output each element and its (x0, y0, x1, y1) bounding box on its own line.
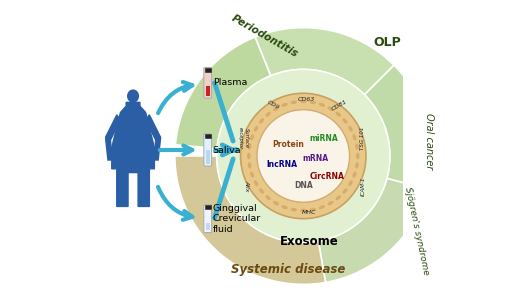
Ellipse shape (353, 172, 357, 178)
Ellipse shape (300, 100, 306, 103)
Text: CD9: CD9 (266, 100, 280, 111)
Ellipse shape (355, 143, 359, 150)
Text: Oral cancer: Oral cancer (424, 113, 434, 169)
Ellipse shape (353, 134, 357, 140)
Ellipse shape (319, 205, 325, 209)
Ellipse shape (348, 180, 353, 186)
Text: Periodontitis: Periodontitis (230, 14, 300, 60)
Text: CD81: CD81 (330, 99, 348, 112)
Ellipse shape (248, 143, 251, 150)
Circle shape (217, 69, 390, 243)
Ellipse shape (250, 134, 254, 140)
Bar (205, 134, 211, 138)
Polygon shape (146, 115, 161, 160)
Ellipse shape (309, 208, 316, 211)
Ellipse shape (300, 209, 306, 212)
Wedge shape (255, 28, 394, 95)
Ellipse shape (273, 201, 279, 206)
Text: miRNA: miRNA (310, 134, 338, 142)
Ellipse shape (281, 205, 288, 209)
Text: Plasma: Plasma (213, 78, 247, 87)
Text: Saliva: Saliva (213, 146, 241, 154)
Ellipse shape (248, 162, 251, 169)
Ellipse shape (309, 100, 316, 104)
Ellipse shape (291, 208, 297, 211)
Ellipse shape (335, 195, 341, 200)
Text: Systemic disease: Systemic disease (231, 263, 345, 276)
Ellipse shape (342, 188, 347, 194)
Bar (206, 86, 210, 96)
Text: Protein: Protein (272, 140, 304, 148)
Wedge shape (175, 156, 326, 284)
Text: DNA: DNA (294, 181, 312, 190)
Text: mRNA: mRNA (302, 154, 328, 164)
Text: Exosome: Exosome (280, 235, 339, 248)
Ellipse shape (266, 112, 271, 117)
Polygon shape (106, 115, 120, 160)
Polygon shape (112, 102, 154, 206)
Ellipse shape (319, 103, 325, 107)
Ellipse shape (247, 153, 250, 159)
FancyBboxPatch shape (204, 68, 212, 98)
Wedge shape (365, 65, 432, 189)
Ellipse shape (266, 195, 271, 200)
Text: MHC: MHC (302, 210, 316, 215)
Text: CircRNA: CircRNA (310, 172, 344, 182)
Ellipse shape (259, 118, 264, 124)
Wedge shape (319, 178, 427, 282)
Ellipse shape (291, 100, 297, 104)
Bar (205, 205, 211, 209)
Text: CD63: CD63 (298, 97, 315, 102)
Bar (206, 150, 210, 164)
Text: Ginggival
Crevicular
fluid: Ginggival Crevicular fluid (213, 204, 261, 234)
Ellipse shape (281, 103, 288, 107)
Ellipse shape (355, 162, 359, 169)
FancyBboxPatch shape (204, 134, 212, 166)
FancyBboxPatch shape (204, 205, 212, 232)
Text: TSG 101: TSG 101 (361, 126, 365, 150)
Ellipse shape (254, 126, 259, 132)
Text: Alix: Alix (244, 180, 249, 192)
Ellipse shape (254, 180, 259, 186)
Bar (206, 223, 210, 230)
Circle shape (257, 110, 350, 202)
Text: OLP: OLP (373, 36, 401, 49)
Ellipse shape (328, 201, 333, 206)
Ellipse shape (342, 118, 347, 124)
Ellipse shape (273, 106, 279, 111)
Wedge shape (175, 37, 271, 148)
Text: lncRNA: lncRNA (267, 160, 298, 169)
Ellipse shape (128, 90, 138, 102)
Ellipse shape (335, 112, 341, 117)
Ellipse shape (348, 126, 353, 132)
Ellipse shape (328, 106, 333, 111)
Ellipse shape (259, 188, 264, 194)
Text: Sjögren's syndrome: Sjögren's syndrome (403, 186, 430, 275)
Text: ICAM-1: ICAM-1 (361, 176, 365, 196)
Bar (205, 68, 211, 72)
Ellipse shape (250, 172, 254, 178)
Circle shape (241, 93, 366, 219)
Ellipse shape (356, 153, 360, 159)
Text: Surface
receptor: Surface receptor (238, 127, 249, 149)
